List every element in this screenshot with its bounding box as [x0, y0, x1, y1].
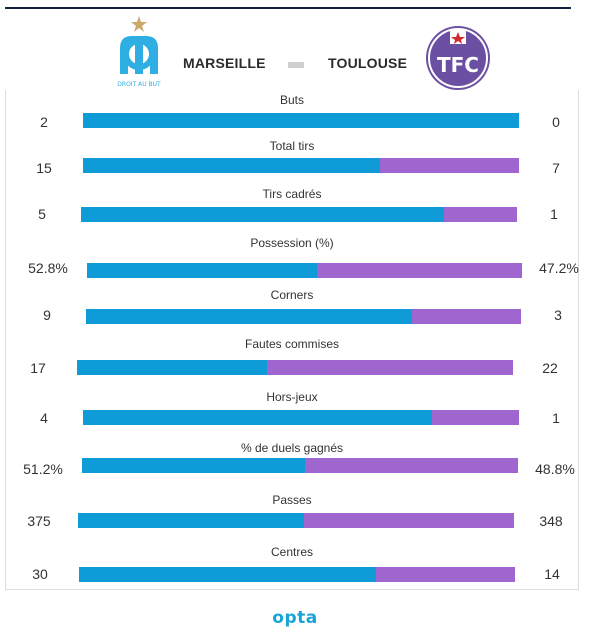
- home-value: 30: [32, 566, 48, 582]
- stat-row: Hors-jeux 4 1: [5, 383, 579, 434]
- home-share-bar: [83, 158, 381, 173]
- stat-label: % de duels gagnés: [240, 441, 344, 455]
- home-value: 5: [38, 206, 46, 222]
- home-value: 17: [30, 360, 46, 376]
- match-header: DROIT AU BUT MARSEILLE TOULOUSE TFC: [0, 12, 590, 94]
- stat-label: Corners: [270, 288, 314, 302]
- away-value: 22: [542, 360, 558, 376]
- marseille-logo-icon: DROIT AU BUT: [117, 16, 161, 88]
- home-value: 51.2%: [23, 461, 63, 477]
- home-value: 375: [27, 513, 51, 529]
- home-share-bar: [78, 513, 305, 528]
- home-share-bar: [87, 263, 317, 278]
- opta-logo: opta: [272, 608, 318, 628]
- stat-bar: [83, 113, 519, 128]
- stat-bar: [78, 513, 514, 528]
- toulouse-logo-text: TFC: [437, 53, 479, 77]
- stat-row: Fautes commises 17 22: [5, 332, 579, 384]
- home-share-bar: [81, 207, 445, 222]
- home-share-bar: [83, 410, 432, 425]
- stat-row: Corners 9 3: [5, 283, 579, 333]
- footer: opta: [0, 608, 590, 628]
- stat-bar: [83, 158, 519, 173]
- home-share-bar: [83, 113, 519, 128]
- stat-label: Possession (%): [250, 236, 334, 250]
- away-value: 3: [554, 307, 562, 323]
- away-value: 1: [552, 410, 560, 426]
- top-rule: [5, 7, 571, 9]
- away-value: 7: [552, 160, 560, 176]
- marseille-logo-text: DROIT AU BUT: [117, 81, 161, 88]
- home-value: 4: [40, 410, 48, 426]
- home-value: 52.8%: [28, 260, 68, 276]
- home-team-name: MARSEILLE: [183, 55, 266, 71]
- home-value: 15: [36, 160, 52, 176]
- stat-label: Buts: [279, 93, 304, 107]
- stat-bar: [81, 207, 517, 222]
- stat-label: Tirs cadrés: [262, 187, 322, 201]
- home-share-bar: [79, 567, 377, 582]
- toulouse-logo-icon: TFC: [426, 26, 490, 90]
- away-value: 0: [552, 114, 560, 130]
- away-value: 1: [550, 206, 558, 222]
- stat-label: Centres: [270, 545, 314, 559]
- stat-label: Fautes commises: [244, 337, 340, 351]
- away-value: 47.2%: [539, 260, 579, 276]
- stat-bar: [83, 410, 519, 425]
- stat-label: Total tirs: [269, 139, 315, 153]
- away-value: 48.8%: [535, 461, 575, 477]
- home-value: 9: [43, 307, 51, 323]
- home-share-bar: [86, 309, 413, 324]
- stat-bar: [77, 360, 513, 375]
- stat-row: Passes 375 348: [5, 485, 579, 538]
- versus-separator: [288, 62, 304, 68]
- home-share-bar: [82, 458, 306, 473]
- stat-row: Possession (%) 52.8% 47.2%: [5, 231, 579, 284]
- stat-row: Centres 30 14: [5, 537, 579, 590]
- home-value: 2: [40, 114, 48, 130]
- stat-bar: [82, 458, 518, 473]
- stat-bar: [79, 567, 515, 582]
- home-share-bar: [77, 360, 268, 375]
- stat-row: Buts 2 0: [5, 90, 579, 134]
- stat-bar: [87, 263, 522, 278]
- stat-row: Total tirs 15 7: [5, 133, 579, 182]
- stat-row: Tirs cadrés 5 1: [5, 181, 579, 232]
- stat-row: % de duels gagnés 51.2% 48.8%: [5, 433, 579, 486]
- stat-bar: [86, 309, 521, 324]
- stat-label: Passes: [272, 493, 312, 507]
- away-value: 348: [539, 513, 563, 529]
- stat-label: Hors-jeux: [266, 390, 318, 404]
- away-value: 14: [544, 566, 560, 582]
- away-team-name: TOULOUSE: [328, 55, 408, 71]
